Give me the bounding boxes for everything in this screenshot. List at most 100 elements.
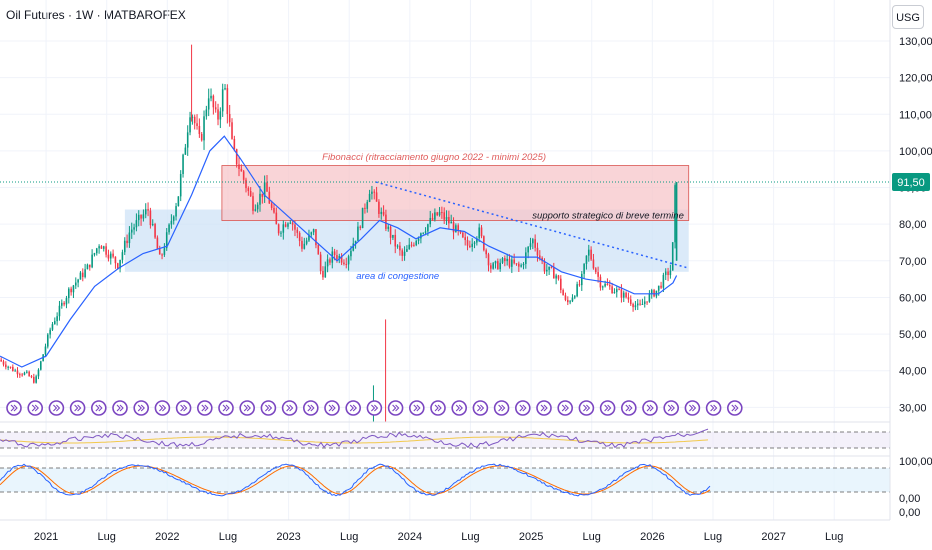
candle-body — [88, 264, 91, 268]
candle-body — [51, 324, 54, 330]
candle-body — [487, 254, 490, 266]
candle-body — [387, 226, 390, 229]
candle-body — [301, 240, 303, 249]
candle-body — [347, 256, 350, 265]
chart-title: Oil Futures · 1W · MATBAROFEX — [6, 8, 186, 22]
candle-body — [67, 288, 70, 299]
candle-body — [86, 264, 89, 270]
y-tick-label: 110,00 — [899, 109, 932, 121]
candle-body — [378, 201, 380, 214]
candle-body — [0, 359, 2, 362]
candle-body — [53, 321, 56, 325]
last-price-badge — [892, 173, 930, 192]
chevrons-icon — [413, 404, 421, 412]
candle-body — [506, 258, 508, 262]
candle-body — [116, 263, 119, 269]
candle-body — [438, 212, 441, 216]
candle-body — [203, 116, 205, 141]
candle-body — [282, 224, 285, 233]
trendline — [375, 181, 689, 269]
candle-body — [511, 259, 513, 267]
candle-body — [592, 259, 595, 269]
candle-body — [193, 116, 196, 124]
candle-body — [557, 275, 560, 279]
price-badge: 91,50 — [892, 173, 930, 192]
candle-body — [170, 220, 173, 225]
candle-body — [359, 226, 362, 229]
candle-body — [597, 272, 599, 277]
candle-body — [550, 266, 553, 268]
candle-body — [287, 223, 289, 227]
currency-button[interactable]: USG — [892, 5, 924, 29]
candle-body — [98, 246, 100, 249]
chevrons-icon — [434, 404, 442, 412]
y-tick-label: 80,00 — [899, 219, 927, 231]
chevrons-icon — [371, 404, 379, 412]
candle-body — [566, 299, 569, 303]
candle-body — [114, 256, 117, 264]
candle-body — [268, 191, 271, 204]
candle-body — [212, 95, 215, 108]
candle-body — [16, 370, 19, 375]
candle-body — [329, 259, 331, 263]
candle-body — [615, 289, 618, 293]
candle-body — [364, 207, 366, 209]
candle-body — [634, 305, 637, 308]
candle-body — [466, 240, 469, 246]
candle-body — [515, 263, 518, 265]
candle-body — [354, 240, 357, 244]
candle-body — [142, 214, 145, 219]
candle-body — [107, 254, 110, 259]
candle-body — [580, 273, 583, 286]
candle-body — [224, 88, 226, 90]
candle-body — [273, 207, 275, 213]
x-tick-label: 2024 — [398, 531, 422, 543]
y-tick-label: 60,00 — [899, 292, 927, 304]
candle-body — [233, 138, 236, 150]
x-tick-label: 2023 — [276, 531, 300, 543]
candle-body — [520, 265, 522, 267]
candle-body — [214, 107, 217, 110]
candle-body — [611, 286, 613, 294]
candle-body — [450, 221, 453, 224]
candle-body — [19, 374, 21, 376]
candle-body — [345, 264, 348, 266]
candle-body — [231, 122, 233, 139]
candle-body — [555, 275, 557, 279]
candle-body — [343, 262, 345, 265]
chevrons-icon — [604, 404, 612, 412]
stochastic-panel — [0, 455, 890, 521]
candle-body — [249, 190, 252, 197]
candle-body — [455, 225, 457, 233]
candle-body — [65, 298, 68, 305]
candle-body — [657, 285, 660, 291]
chevrons-icon — [265, 404, 273, 412]
candle-body — [154, 223, 156, 238]
candle-body — [406, 249, 408, 252]
candle-body — [217, 109, 219, 120]
x-tick-label: Lug — [704, 531, 722, 543]
candle-body — [40, 361, 42, 370]
candle-body — [399, 245, 401, 251]
candle-body — [317, 245, 320, 255]
candle-body — [548, 266, 550, 270]
candle-body — [469, 245, 471, 247]
candle-body — [357, 226, 359, 241]
x-tick-label: Lug — [461, 531, 479, 543]
moving-average-layer — [0, 135, 678, 368]
candle-body — [389, 226, 392, 238]
candle-body — [494, 261, 497, 264]
candle-body — [123, 240, 126, 253]
congestion-label: area di congestione — [356, 271, 439, 282]
candle-body — [629, 299, 632, 305]
chevrons-icon — [689, 404, 697, 412]
candle-body — [245, 179, 247, 189]
chevrons-icon — [625, 404, 633, 412]
chevrons-icon — [731, 404, 739, 412]
candle-body — [569, 301, 571, 303]
chevrons-icon — [201, 404, 209, 412]
candle-body — [33, 376, 35, 383]
candle-body — [501, 258, 504, 263]
candle-body — [478, 227, 480, 239]
